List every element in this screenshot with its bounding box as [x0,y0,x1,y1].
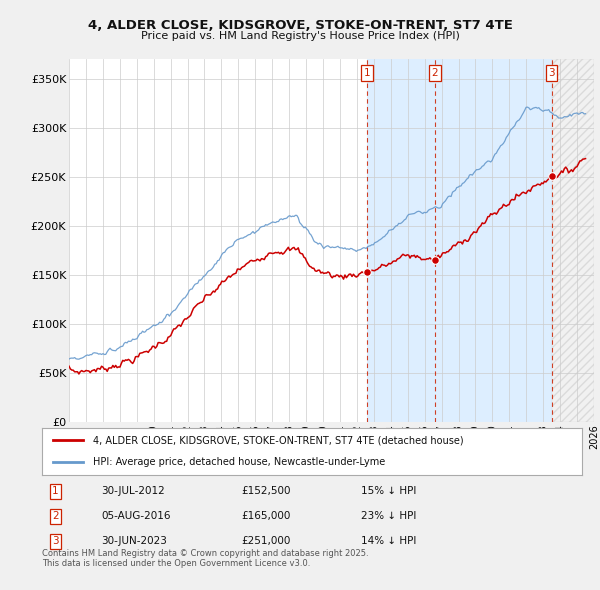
Text: This data is licensed under the Open Government Licence v3.0.: This data is licensed under the Open Gov… [42,559,310,568]
Bar [551,59,594,422]
Text: 3: 3 [52,536,59,546]
Text: 2: 2 [431,68,438,78]
Text: Price paid vs. HM Land Registry's House Price Index (HPI): Price paid vs. HM Land Registry's House … [140,31,460,41]
Text: 2: 2 [52,512,59,521]
Text: 30-JUN-2023: 30-JUN-2023 [101,536,167,546]
Text: 1: 1 [52,486,59,496]
Text: 14% ↓ HPI: 14% ↓ HPI [361,536,416,546]
Text: Contains HM Land Registry data © Crown copyright and database right 2025.: Contains HM Land Registry data © Crown c… [42,549,368,558]
Text: £251,000: £251,000 [242,536,291,546]
Text: 05-AUG-2016: 05-AUG-2016 [101,512,171,521]
Text: 1: 1 [364,68,370,78]
Text: HPI: Average price, detached house, Newcastle-under-Lyme: HPI: Average price, detached house, Newc… [94,457,386,467]
Text: 15% ↓ HPI: 15% ↓ HPI [361,486,416,496]
Text: £152,500: £152,500 [242,486,292,496]
Text: 23% ↓ HPI: 23% ↓ HPI [361,512,416,521]
Text: 30-JUL-2012: 30-JUL-2012 [101,486,165,496]
Text: 4, ALDER CLOSE, KIDSGROVE, STOKE-ON-TRENT, ST7 4TE (detached house): 4, ALDER CLOSE, KIDSGROVE, STOKE-ON-TREN… [94,435,464,445]
Bar [367,59,434,422]
Text: 4, ALDER CLOSE, KIDSGROVE, STOKE-ON-TRENT, ST7 4TE: 4, ALDER CLOSE, KIDSGROVE, STOKE-ON-TREN… [88,19,512,32]
Bar [434,59,551,422]
Text: 3: 3 [548,68,555,78]
Text: £165,000: £165,000 [242,512,291,521]
